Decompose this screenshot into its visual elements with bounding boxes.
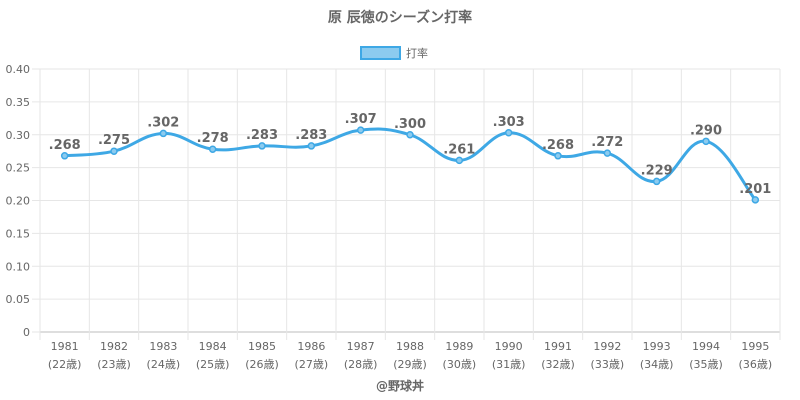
data-point[interactable]: [504, 129, 513, 137]
y-tick-label: 0.20: [6, 195, 31, 208]
data-point[interactable]: [356, 126, 365, 134]
data-label: .278: [197, 131, 229, 146]
x-tick-label: 1994: [692, 340, 720, 353]
chart-title: 原 辰徳のシーズン打率: [328, 9, 472, 26]
data-label: .302: [147, 115, 179, 130]
legend-label: 打率: [406, 46, 428, 60]
x-tick-sublabel: (33歳): [591, 358, 625, 371]
data-labels: .268 .275 .302 .278 .283 .283 .307 .300 .261 .303…: [49, 112, 772, 197]
data-label: .201: [739, 182, 771, 197]
x-tick-label: 1985: [248, 340, 276, 353]
legend-swatch: [360, 46, 401, 60]
x-tick-label: 1991: [544, 340, 572, 353]
x-tick-sublabel: (22歳): [48, 358, 82, 371]
credit-text: @野球丼: [376, 378, 424, 393]
x-tick-sublabel: (25歳): [196, 358, 230, 371]
data-point[interactable]: [406, 131, 414, 139]
data-label: .307: [345, 112, 377, 127]
x-tick-sublabel: (24歳): [147, 358, 181, 371]
x-tick-sublabel: (31歳): [492, 358, 526, 371]
data-label: .290: [690, 123, 722, 138]
x-tick-sublabel: (29歳): [393, 358, 427, 371]
y-tick-label: 0.35: [6, 96, 31, 109]
x-tick-sublabel: (36歳): [739, 358, 773, 371]
x-tick-label: 1989: [445, 340, 473, 353]
data-point[interactable]: [307, 142, 316, 150]
data-point[interactable]: [208, 145, 217, 153]
y-tick-label: 0.05: [6, 293, 31, 306]
grid: [32, 68, 781, 340]
x-tick-label: 1981: [51, 340, 79, 353]
data-label: .275: [98, 133, 130, 148]
x-tick-label: 1988: [396, 340, 424, 353]
x-tick-sublabel: (26歳): [245, 358, 279, 371]
y-tick-label: 0.25: [6, 162, 31, 175]
y-tick-label: 0.15: [6, 227, 31, 240]
data-label: .300: [394, 117, 426, 132]
data-point[interactable]: [554, 152, 562, 160]
x-tick-label: 1992: [593, 340, 621, 353]
data-label: .283: [295, 128, 327, 143]
data-label: .268: [542, 138, 574, 153]
x-tick-sublabel: (32歳): [541, 358, 575, 371]
x-tick-sublabel: (35歳): [689, 358, 723, 371]
x-tick-label: 1993: [643, 340, 671, 353]
x-tick-label: 1990: [495, 340, 523, 353]
data-point[interactable]: [702, 137, 710, 146]
data-label: .283: [246, 128, 278, 143]
data-label: .303: [493, 115, 525, 130]
data-point[interactable]: [60, 152, 69, 160]
y-tick-label: 0.40: [6, 63, 31, 76]
y-tick-label: 0.30: [6, 129, 31, 142]
data-point[interactable]: [258, 142, 266, 150]
legend[interactable]: 打率: [360, 46, 428, 60]
data-label: .272: [591, 135, 623, 150]
y-tick-label: 0.10: [6, 260, 31, 273]
y-tick-label: 0: [23, 326, 30, 339]
x-tick-label: 1982: [100, 340, 128, 353]
x-tick-sublabel: (27歳): [295, 358, 329, 371]
data-point[interactable]: [652, 177, 661, 186]
data-point[interactable]: [159, 129, 168, 138]
data-points: [60, 126, 760, 204]
data-point[interactable]: [603, 149, 612, 157]
x-tick-label: 1987: [347, 340, 375, 353]
x-tick-label: 1995: [741, 340, 769, 353]
x-tick-label: 1984: [199, 340, 227, 353]
x-tick-sublabel: (34歳): [640, 358, 674, 371]
data-point[interactable]: [110, 147, 118, 155]
x-tick-label: 1983: [149, 340, 177, 353]
data-point[interactable]: [751, 196, 760, 204]
x-tick-sublabel: (23歳): [97, 358, 131, 371]
y-axis-ticks: 0 0.05 0.10 0.15 0.20 0.25 0.30 0.35 0.40: [6, 63, 31, 339]
x-axis-ticks: 1981 (22歳) 1982 (23歳) 1983 (24歳) 1984 (25歳) 1985…: [48, 340, 772, 371]
x-tick-label: 1986: [297, 340, 325, 353]
data-label: .268: [49, 138, 81, 153]
data-label: .229: [641, 163, 673, 178]
x-tick-sublabel: (28歳): [344, 358, 378, 371]
data-label: .261: [443, 142, 475, 157]
data-point[interactable]: [455, 156, 464, 165]
x-tick-sublabel: (30歳): [443, 358, 477, 371]
